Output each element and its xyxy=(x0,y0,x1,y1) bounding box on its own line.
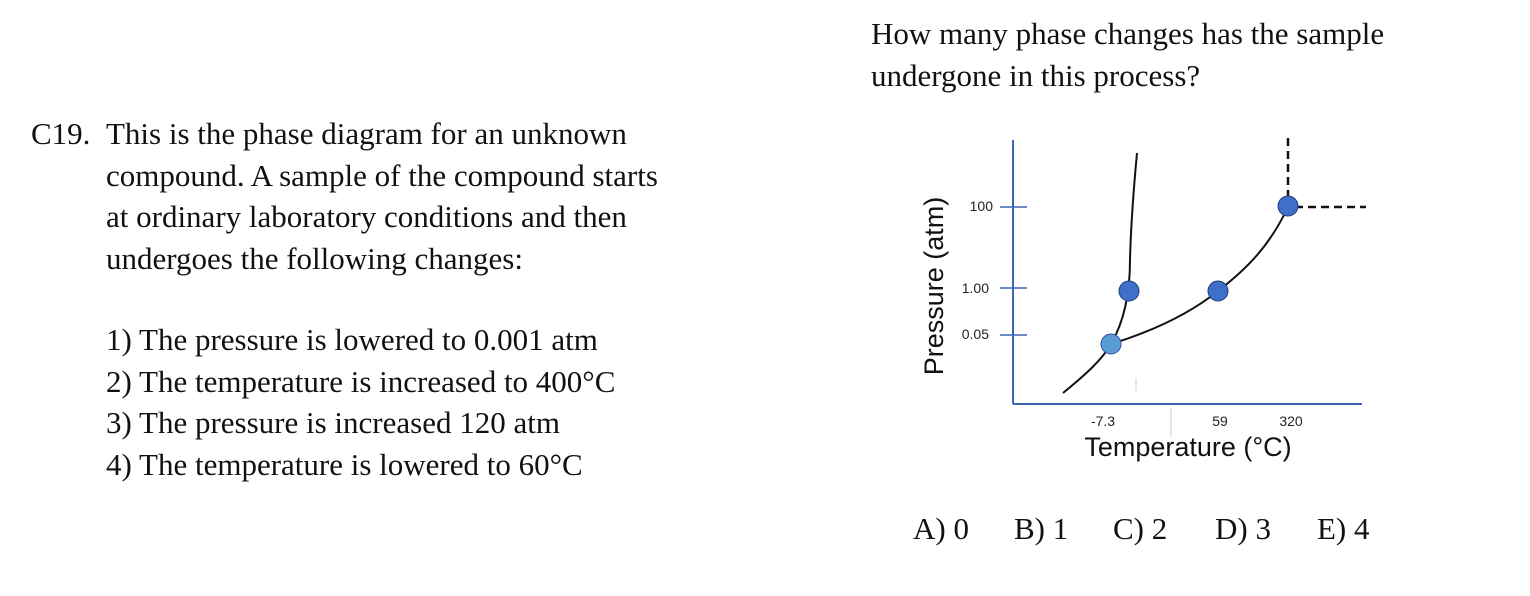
x-tick-label: -7.3 xyxy=(1091,413,1115,429)
prompt-line: How many phase changes has the sample xyxy=(871,16,1385,51)
question-stem: This is the phase diagram for an unknown… xyxy=(106,113,726,279)
critical-point-marker xyxy=(1277,195,1299,217)
choice-c[interactable]: C) 2 xyxy=(1113,511,1168,546)
x-axis-label: Temperature (°C) xyxy=(1084,432,1291,462)
y-tick-label: 1.00 xyxy=(962,280,989,296)
stem-line: compound. A sample of the compound start… xyxy=(106,157,658,193)
melting-curve xyxy=(1110,152,1138,345)
choice-b[interactable]: B) 1 xyxy=(1014,511,1069,546)
choice-a[interactable]: A) 0 xyxy=(913,511,969,546)
process-steps-list: 1) The pressure is lowered to 0.001 atm … xyxy=(106,319,726,485)
prompt-line: undergone in this process? xyxy=(871,57,1201,93)
stem-line: at ordinary laboratory conditions and th… xyxy=(106,199,627,234)
normal-boiling-point-marker xyxy=(1207,280,1229,302)
normal-melting-point-marker xyxy=(1118,280,1140,302)
stem-line: undergoes the following changes: xyxy=(106,240,523,276)
x-tick-label: 320 xyxy=(1279,413,1303,429)
choice-e[interactable]: E) 4 xyxy=(1317,511,1370,546)
process-step: 1) The pressure is lowered to 0.001 atm xyxy=(106,322,598,357)
y-tick-label: 0.05 xyxy=(962,326,989,342)
answer-choices: A) 0 B) 1 C) 2 D) 3 E) 4 xyxy=(913,508,1473,550)
process-step: 4) The temperature is lowered to 60°C xyxy=(106,446,583,482)
x-tick-label: 59 xyxy=(1212,413,1228,429)
choice-d[interactable]: D) 3 xyxy=(1215,511,1271,546)
y-axis-label: Pressure (atm) xyxy=(919,197,949,376)
stem-line: This is the phase diagram for an unknown xyxy=(106,116,627,151)
vaporization-curve xyxy=(1110,206,1289,345)
y-tick-label: 100 xyxy=(970,198,994,214)
process-step: 3) The pressure is increased 120 atm xyxy=(106,405,560,440)
process-step: 2) The temperature is increased to 400°C xyxy=(106,363,616,399)
triple-point-marker xyxy=(1100,333,1122,355)
question-number: C19. xyxy=(31,116,91,151)
question-prompt: How many phase changes has the sample un… xyxy=(871,13,1471,96)
